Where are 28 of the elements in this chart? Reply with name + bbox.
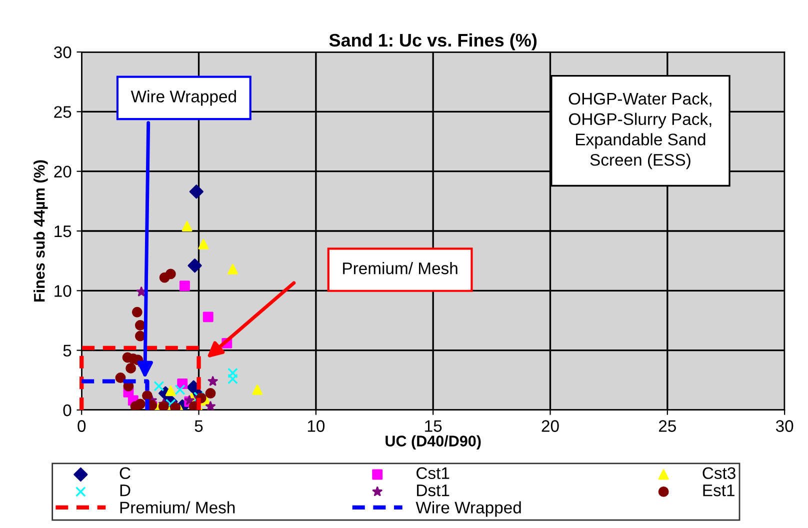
y-tick-label: 5 xyxy=(63,344,72,357)
y-axis-title: Fines sub 44µm (%) xyxy=(34,160,48,302)
x-tick-label: 25 xyxy=(658,420,676,432)
annotation: OHGP-Water Pack, OHGP-Slurry Pack, Expandable Sand Screen (ESS) xyxy=(568,92,712,170)
x-tick-label: 20 xyxy=(542,420,559,432)
legend-label: Premium/ Mesh xyxy=(120,501,235,514)
legend-label: Wire Wrapped xyxy=(416,501,521,517)
y-tick-label: 25 xyxy=(54,106,72,118)
x-tick-label: 15 xyxy=(425,420,442,432)
legend-label: Cst1 xyxy=(416,467,450,480)
x-tick-label: 10 xyxy=(308,420,325,432)
legend-label: Cst3 xyxy=(702,467,736,480)
x-tick-label: 5 xyxy=(194,420,203,432)
legend-label: Est1 xyxy=(703,484,734,496)
legend-label: Dst1 xyxy=(417,484,450,496)
annotation: Premium/ Mesh xyxy=(343,262,458,274)
y-tick-label: 30 xyxy=(54,46,72,58)
x-tick-label: 0 xyxy=(78,420,86,432)
legend-label: D xyxy=(120,484,130,496)
annotation: Wire Wrapped xyxy=(130,90,236,106)
y-tick-label: 0 xyxy=(63,404,72,416)
x-tick-label: 30 xyxy=(776,420,794,432)
y-tick-label: 20 xyxy=(54,166,72,178)
legend-label: C xyxy=(120,467,130,480)
chart-title: Sand 1: Uc vs. Fines (%) xyxy=(329,33,537,50)
y-tick-label: 15 xyxy=(54,226,72,238)
x-axis-title: UC (D40/D90) xyxy=(386,435,481,450)
y-tick-label: 10 xyxy=(54,285,72,297)
